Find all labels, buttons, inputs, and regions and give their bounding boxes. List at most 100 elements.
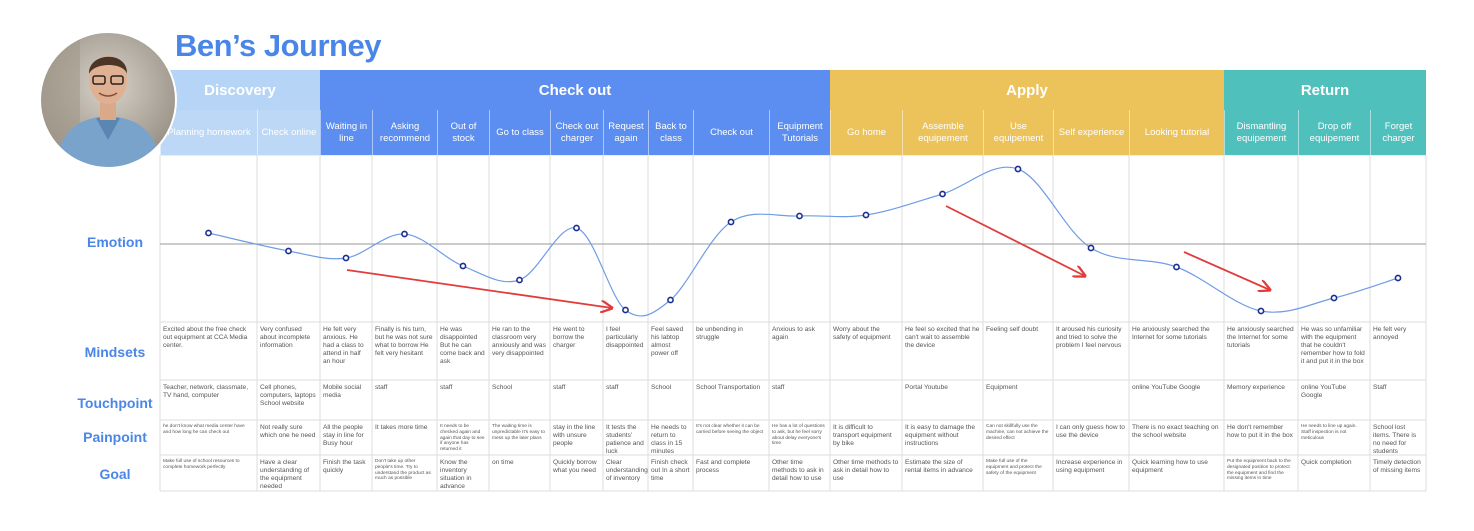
row-label: Goal [99, 466, 131, 482]
painpoint-cell: stay in the line with unsure people [553, 424, 596, 447]
step-header: Go to class [489, 110, 550, 155]
emotion-point [667, 296, 674, 304]
mindset-cell: Very confused about incomplete informati… [260, 326, 311, 349]
mindset-cell: He went to borrow the charger [553, 326, 585, 349]
touchpoint-cell: Teacher, network, classmate, TV hand, co… [163, 384, 249, 399]
goal-cell: Finish check out In a short time [651, 459, 690, 482]
goal-cell: Know the inventory situation in advance [440, 459, 472, 490]
emotion-point [727, 218, 735, 226]
mindset-cell: Worry about the safety of equipment [833, 326, 891, 341]
painpoint-cell: It is easy to damage the equipment witho… [905, 424, 976, 447]
painpoint-cell: he don't know what media center have and… [163, 424, 245, 435]
mindset-cell: He felt very anxious. He had a class to … [323, 326, 364, 365]
goal-cell: Clear understanding of inventory [606, 459, 648, 482]
painpoint-cell: It tests the students' patience and luck [606, 424, 644, 455]
touchpoint-cell: online YouTube Google [1132, 384, 1201, 391]
step-header: Check out [693, 110, 769, 155]
trend-arrow [1183, 251, 1270, 290]
emotion-point [285, 247, 292, 255]
step-header: Check online [257, 110, 320, 155]
goal-cell: Estimate the size of rental items in adv… [905, 459, 973, 474]
goal-cell: Make full use of school resources to com… [163, 459, 240, 470]
step-header: Go home [830, 110, 902, 155]
title: Ben’s Journey [175, 28, 381, 63]
goal-cell: Quick completion [1301, 459, 1352, 466]
emotion-point [796, 212, 803, 220]
step-header: Assemble equipement [902, 110, 983, 155]
step-header: Equipment Tutorials [769, 110, 830, 155]
goal-cell: Finish the task quickly [323, 459, 366, 474]
touchpoint-cell: Mobile social media [323, 384, 362, 399]
row-label: Painpoint [83, 429, 147, 445]
emotion-point [1087, 244, 1095, 252]
emotion-point [1014, 165, 1022, 173]
touchpoint-cell: School [651, 384, 672, 391]
emotion-point [939, 190, 946, 198]
mindset-cell: be unbending in struggle [696, 326, 743, 341]
trend-arrow [346, 269, 612, 308]
step-header: Request again [603, 110, 648, 155]
mindset-cell: Anxious to ask again [772, 326, 815, 341]
touchpoint-cell: Equipment [986, 384, 1018, 391]
step-header: Check out charger [550, 110, 603, 155]
touchpoint-cell: staff [553, 384, 566, 391]
step-header: Forget charger [1370, 110, 1426, 155]
painpoint-cell: It needs to be checked again and again t… [440, 424, 485, 452]
mindset-cell: I feel particularly disappointed [606, 326, 644, 349]
painpoint-cell: It takes more time [375, 424, 428, 431]
mindset-cell: He was disappointed But he can come back… [440, 326, 485, 365]
painpoint-cell: He needs to line up again. Staff inspect… [1301, 424, 1357, 441]
emotion-point [1257, 307, 1265, 315]
painpoint-cell: Can not skillfully use the machine, can … [986, 424, 1049, 441]
phase-header: Return [1224, 70, 1426, 110]
row-label: Touchpoint [77, 395, 153, 411]
mindset-cell: He was so unfamiliar with the equipment … [1301, 326, 1365, 365]
mindset-cell: Feeling self doubt [986, 326, 1039, 333]
step-header: Dismantling equipement [1224, 110, 1298, 155]
goal-cell: Other time methods to ask in detail how … [833, 459, 899, 482]
goal-cell: Quickly borrow what you need [553, 459, 597, 474]
touchpoint-cell: staff [772, 384, 785, 391]
painpoint-cell: There is no exact teaching on the school… [1132, 424, 1219, 439]
emotion-point [622, 306, 629, 314]
touchpoint-cell: staff [440, 384, 453, 391]
step-header: Out of stock [437, 110, 489, 155]
painpoint-cell: School lost items. There is no need for … [1373, 424, 1417, 455]
touchpoint-cell: School [492, 384, 513, 391]
painpoint-cell: He don't remember how to put it in the b… [1227, 424, 1293, 439]
painpoint-cell: I can only guess how to use the device [1056, 424, 1125, 439]
touchpoint-cell: Staff [1373, 384, 1387, 391]
goal-cell: Put the equipment back to the designated… [1227, 459, 1291, 482]
mindset-cell: He feel so excited that he can't wait to… [905, 326, 980, 349]
painpoint-cell: It's not clear whether it can be carried… [696, 424, 764, 435]
painpoint-cell: He has a lot of questions to ask, but he… [772, 424, 825, 447]
painpoint-cell: The waiting time is unpredictable It's e… [492, 424, 545, 441]
mindset-cell: He ran to the classroom very anxiously a… [492, 326, 546, 357]
emotion-point [1330, 294, 1338, 302]
emotion-point [401, 230, 408, 238]
emotion-point [205, 229, 212, 237]
step-header: Back to class [648, 110, 693, 155]
emotion-point [342, 254, 350, 262]
row-label: Mindsets [84, 344, 146, 360]
step-header: Self experience [1053, 110, 1129, 155]
touchpoint-cell: staff [375, 384, 388, 391]
touchpoint-cell: Cell phones, computers, laptops School w… [260, 384, 316, 407]
touchpoint-cell: staff [606, 384, 619, 391]
goal-cell: Fast and complete process [696, 459, 751, 474]
phase-header: Apply [830, 70, 1224, 110]
mindset-cell: Finally is his turn, but he was not sure… [375, 326, 433, 357]
mindset-cell: Feel saved his labtop almost power off [651, 326, 684, 357]
emotion-point [1173, 263, 1180, 271]
emotion-point [516, 276, 523, 284]
touchpoint-cell: Memory experience [1227, 384, 1285, 391]
phase-header: Check out [320, 70, 830, 110]
row-label: Emotion [87, 234, 143, 250]
step-header: Waiting in line [320, 110, 372, 155]
goal-cell: Increase experience in using equipment [1056, 459, 1123, 474]
painpoint-cell: It is difficult to transport equipment b… [833, 424, 892, 447]
mindset-cell: He anxiously searched the Internet for s… [1132, 326, 1210, 341]
goal-cell: Don't take up other people's time. Try t… [375, 459, 431, 482]
